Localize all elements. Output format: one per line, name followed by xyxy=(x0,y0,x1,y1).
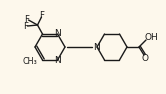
Text: N: N xyxy=(93,42,100,52)
Text: O: O xyxy=(141,54,149,63)
Text: CH₃: CH₃ xyxy=(23,57,38,66)
Text: F: F xyxy=(23,22,28,31)
Text: F: F xyxy=(25,14,30,24)
Text: N: N xyxy=(55,56,61,66)
Text: N: N xyxy=(55,28,61,38)
Text: F: F xyxy=(40,11,44,20)
Text: OH: OH xyxy=(145,33,158,42)
